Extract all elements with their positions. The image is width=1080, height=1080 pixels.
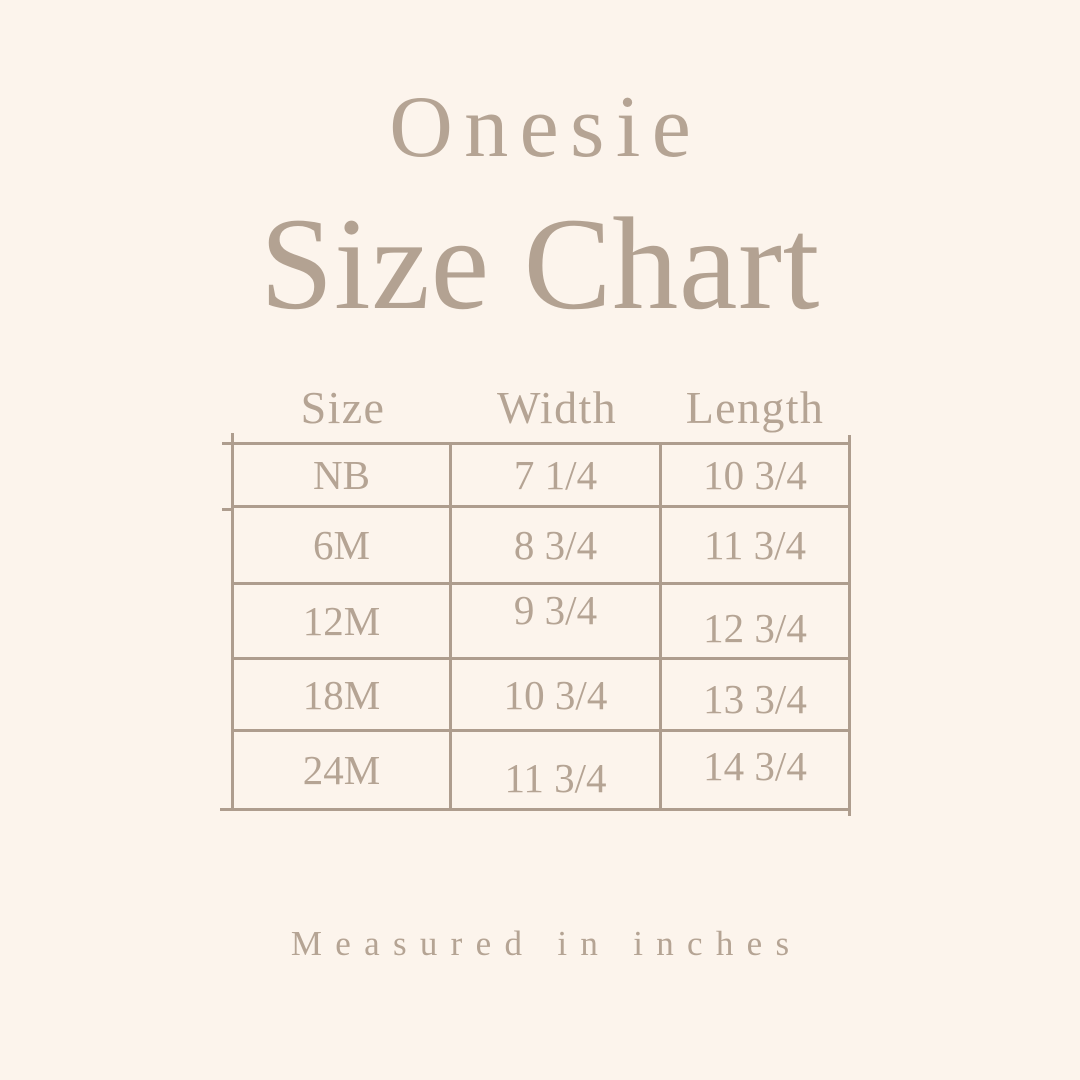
width-cell: 7 1/4 — [452, 445, 662, 508]
table-border-stub — [848, 435, 851, 445]
length-cell: 13 3/4 — [662, 660, 848, 732]
column-header-length: Length — [685, 382, 825, 434]
width-cell: 11 3/4 — [452, 732, 662, 808]
length-cell: 14 3/4 — [703, 743, 807, 789]
width-cell: 9 3/4 — [452, 585, 662, 660]
page-title: Size Chart — [259, 190, 821, 337]
table-column-headers: Size Width Length — [231, 378, 851, 434]
table-border-stub — [231, 433, 234, 445]
column-header-width: Width — [496, 382, 618, 434]
size-table: NB 7 1/4 10 3/4 6M 8 3/4 11 3/4 12M 9 3/4 12 3/4… — [220, 433, 851, 816]
product-title: Onesie — [389, 79, 703, 176]
length-cell: 12 3/4 — [662, 585, 848, 660]
width-cell: 10 3/4 — [452, 660, 662, 732]
table-border-stub — [222, 508, 234, 511]
width-cell: 8 3/4 — [452, 508, 662, 585]
table-border-stub — [222, 442, 234, 445]
length-cell: 11 3/4 — [662, 508, 848, 585]
size-cell: 12M — [234, 585, 452, 660]
table-border-stub — [220, 808, 234, 811]
column-header-size: Size — [300, 382, 386, 434]
size-cell: 6M — [234, 508, 452, 585]
length-cell: 10 3/4 — [662, 445, 848, 508]
size-cell: NB — [234, 445, 452, 508]
size-table-body: NB 7 1/4 10 3/4 6M 8 3/4 11 3/4 12M 9 3/4 12 3/4… — [234, 445, 848, 808]
size-cell: 24M — [234, 732, 452, 808]
size-cell: 18M — [234, 660, 452, 732]
table-border-stub — [848, 808, 851, 816]
measurement-note: Measured in inches — [290, 924, 803, 963]
